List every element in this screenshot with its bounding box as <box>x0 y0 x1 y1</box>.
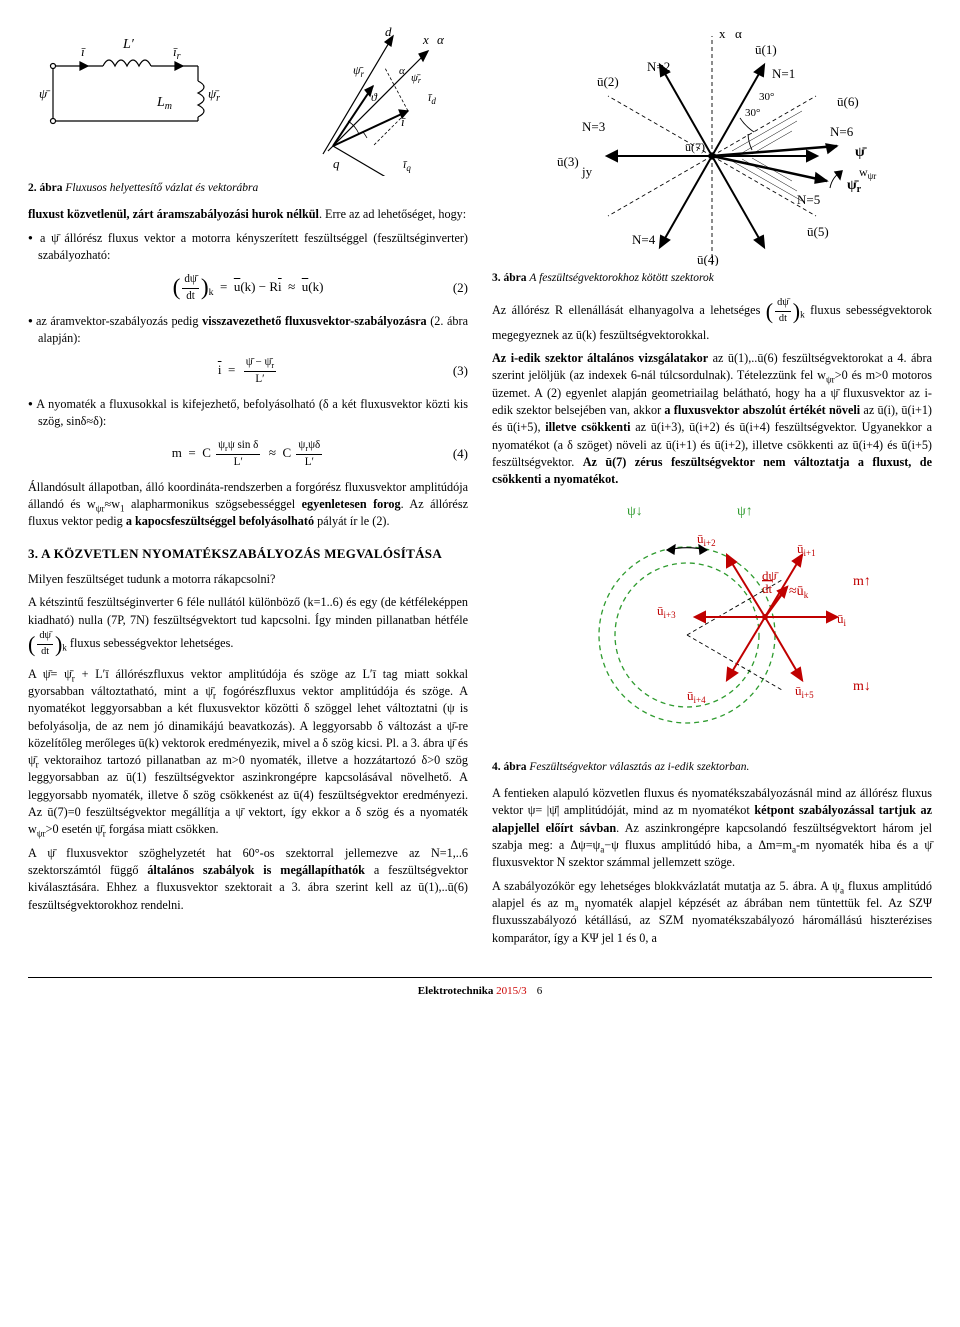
svg-text:m↑: m↑ <box>853 574 871 589</box>
svg-text:30°: 30° <box>759 91 774 103</box>
equation-3: i = ψ̄ − ψ̄rL′ (3) <box>28 355 468 387</box>
svg-text:N=3: N=3 <box>582 119 605 134</box>
svg-text:30°: 30° <box>745 107 760 119</box>
svg-text:N=2: N=2 <box>647 59 670 74</box>
figure-3: x α ū(1) ū(2) ū(3) ū(4) ū(5) ū(6) ū(7) N… <box>492 26 932 266</box>
svg-text:ψ̄r: ψ̄r <box>208 86 220 104</box>
figure-4-caption: 4. ábra Feszültségvektor választás az i-… <box>492 759 932 775</box>
para-neglect-R: Az állórész R ellenállását elhanyagolva … <box>492 296 932 344</box>
svg-text:ī: ī <box>81 44 86 59</box>
svg-text:q: q <box>333 156 340 171</box>
para-ith-sector: Az i-edik szektor általános vizsgálatako… <box>492 350 932 489</box>
svg-text:ψ̄r: ψ̄r <box>353 63 364 79</box>
svg-text:ψ̄r: ψ̄r <box>411 72 422 85</box>
svg-text:īq: īq <box>403 157 411 173</box>
svg-text:ū(5): ū(5) <box>807 224 829 239</box>
svg-text:ψ̄r: ψ̄r <box>847 178 862 195</box>
svg-text:īd: īd <box>428 90 436 106</box>
para-stator-flux: A ψ̄= ψ̄r + L′ī állórészfluxus vektor am… <box>28 666 468 839</box>
figure-2: ī L′ īr ψ̄ Lm ψ̄r <box>28 26 468 176</box>
svg-text:L′: L′ <box>122 37 135 52</box>
para-question: Milyen feszültséget tudunk a motorra rák… <box>28 571 468 588</box>
figure-2-caption: 2. ábra Fluxusos helyettesítő vázlat és … <box>28 180 468 196</box>
svg-text:ūi+3: ūi+3 <box>657 603 676 620</box>
svg-text:ψ̄: ψ̄ <box>39 86 51 101</box>
svg-text:N=6: N=6 <box>830 124 854 139</box>
page-footer: Elektrotechnika 2015/3 6 <box>28 977 932 1000</box>
svg-text:ū(2): ū(2) <box>597 74 619 89</box>
para-block-diagram: A szabályozókör egy lehetséges blokkvázl… <box>492 878 932 947</box>
svg-text:x: x <box>719 26 726 41</box>
svg-text:α: α <box>399 65 405 77</box>
svg-text:ūi+5: ūi+5 <box>795 683 814 700</box>
equation-2: (dψ̄dt)k = u(k) − Ri ≈ u(k) (2) <box>28 272 468 304</box>
equation-4: m = C ψrψ sin δL′ ≈ C ψrψδL′ (4) <box>28 438 468 470</box>
svg-text:≈ūk: ≈ūk <box>789 584 809 600</box>
svg-text:N=1: N=1 <box>772 66 795 81</box>
svg-text:m↓: m↓ <box>853 679 871 694</box>
svg-text:ψ↓: ψ↓ <box>627 504 643 519</box>
section-3-title: 3. A KÖZVETLEN NYOMATÉKSZABÁLYOZÁS MEGVA… <box>28 545 468 563</box>
svg-text:N=4: N=4 <box>632 232 656 247</box>
svg-text:ū(1): ū(1) <box>755 42 777 57</box>
svg-text:N=5: N=5 <box>797 192 820 207</box>
svg-text:īr: īr <box>173 44 181 62</box>
svg-text:ū(4): ū(4) <box>697 252 719 266</box>
bullet-3: A nyomaték a fluxusokkal is kifejezhető,… <box>28 396 468 431</box>
svg-text:dt: dt <box>762 581 773 596</box>
svg-text:wψr: wψr <box>859 165 876 181</box>
para-inverter: A kétszintű feszültséginverter 6 féle nu… <box>28 594 468 659</box>
svg-text:x: x <box>422 32 429 47</box>
svg-text:α: α <box>437 32 445 47</box>
bullet-1: a ψ̄ állórész fluxus vektor a motorra ké… <box>28 230 468 265</box>
para-sector-rules: A ψ̄ fluxusvektor szöghelyzetét hat 60°-… <box>28 845 468 914</box>
svg-text:Lm: Lm <box>156 95 172 112</box>
svg-text:α: α <box>735 26 742 41</box>
svg-text:ūi: ūi <box>837 611 847 628</box>
svg-text:ī: ī <box>401 114 406 129</box>
svg-text:jy: jy <box>581 164 593 179</box>
svg-text:ūi+1: ūi+1 <box>797 541 816 558</box>
para-steady-state: Állandósult állapotban, álló koordináta-… <box>28 479 468 531</box>
svg-text:ūi+4: ūi+4 <box>687 688 706 705</box>
svg-text:ū(6): ū(6) <box>837 94 859 109</box>
svg-text:ψ↑: ψ↑ <box>737 504 753 519</box>
svg-text:ūi+2: ūi+2 <box>697 531 716 548</box>
svg-text:d: d <box>385 26 392 39</box>
para-flux-direct: fluxust közvetlenül, zárt áramszabályozá… <box>28 206 468 223</box>
figure-4: m↑ m↓ ψ↓ ψ↑ ūi+1 ūi+2 ūi+3 ūi+4 ūi+5 ūi … <box>492 495 932 755</box>
figure-3-caption: 3. ábra A feszültségvektorokhoz kötött s… <box>492 270 932 286</box>
svg-text:ψ̄: ψ̄ <box>855 145 868 160</box>
svg-text:ū(3): ū(3) <box>557 154 579 169</box>
bullet-2: az áramvektor-szabályozás pedig visszave… <box>28 313 468 348</box>
svg-text:ū(7): ū(7) <box>685 140 705 154</box>
para-two-point: A fentieken alapuló közvetlen fluxus és … <box>492 785 932 872</box>
